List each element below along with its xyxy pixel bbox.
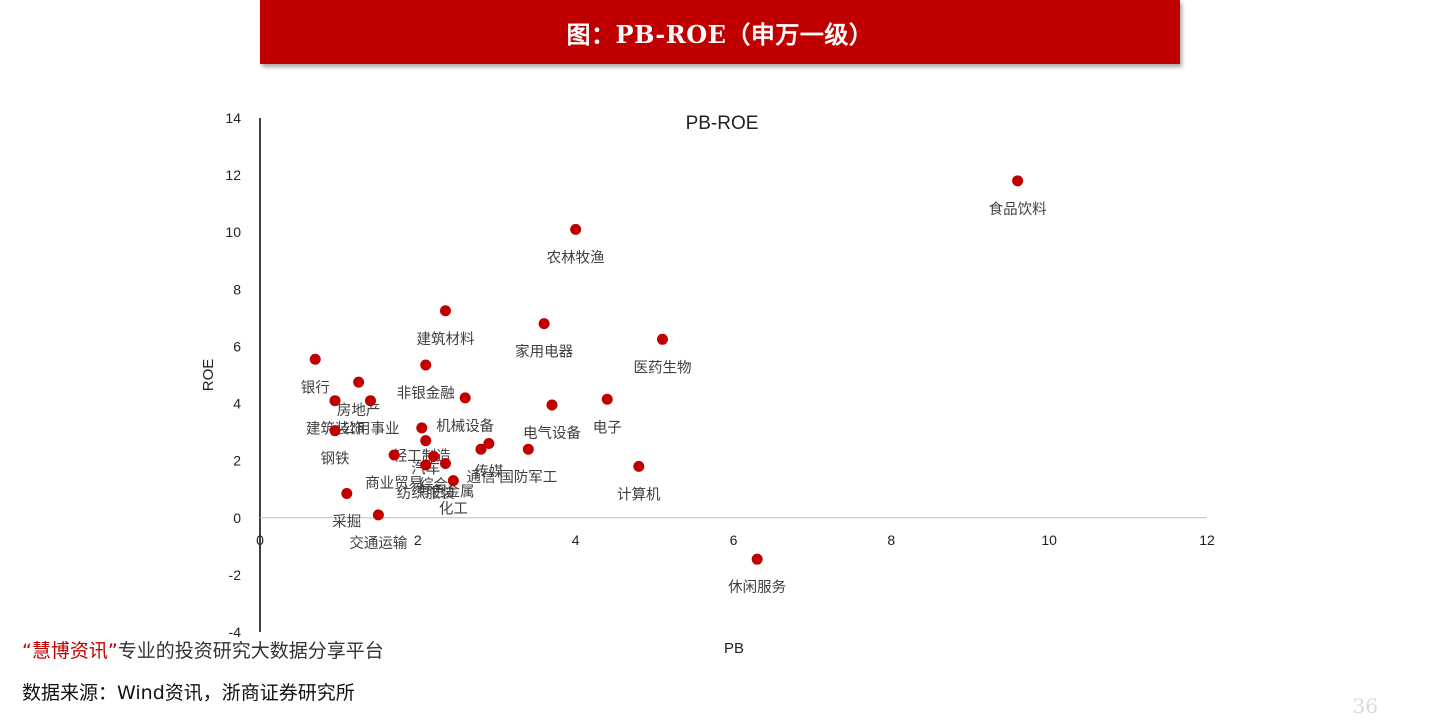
y-tick-label: 14 — [225, 110, 241, 126]
data-point — [439, 458, 451, 470]
y-tick-label: 6 — [233, 338, 241, 354]
data-point — [656, 333, 668, 345]
data-point — [329, 425, 341, 437]
data-label: 综合 — [419, 476, 448, 493]
data-label: 公用事业 — [341, 421, 399, 438]
data-point — [439, 305, 451, 317]
data-point — [420, 435, 432, 447]
data-label: 非银金融 — [397, 385, 455, 402]
y-tick-label: 8 — [233, 281, 241, 297]
x-tick-label: 10 — [1041, 532, 1057, 548]
data-label: 化工 — [439, 501, 468, 518]
data-point — [447, 475, 459, 487]
data-label: 房地产 — [337, 402, 381, 419]
data-label: 钢铁 — [320, 451, 349, 468]
data-label: 采掘 — [332, 514, 361, 531]
data-label: 电子 — [593, 419, 622, 436]
title-banner: 图：PB-ROE（申万一级） — [260, 0, 1180, 64]
data-label: 食品饮料 — [989, 201, 1047, 218]
watermark-quote-open: “ — [22, 640, 32, 662]
data-point — [420, 359, 432, 371]
x-tick-label: 4 — [572, 532, 580, 548]
x-axis-label: PB — [724, 640, 744, 657]
data-point — [364, 395, 376, 407]
data-label: 纺织服装 — [397, 485, 455, 502]
data-point — [309, 353, 321, 365]
data-label: 机械设备 — [436, 418, 494, 435]
data-label: 计算机 — [617, 486, 661, 503]
watermark-brand: 慧博资讯 — [31, 640, 108, 662]
data-points: 食品饮料农林牧渔建筑材料家用电器医药生物银行非银金融房地产公用事业建筑装饰机械设… — [301, 175, 1047, 596]
data-label: 农林牧渔 — [547, 249, 605, 266]
data-point — [428, 450, 440, 462]
data-source: 数据来源：Wind资讯，浙商证券研究所 — [22, 682, 355, 704]
data-point — [372, 509, 384, 521]
data-label: 家用电器 — [515, 344, 573, 361]
data-point — [522, 443, 534, 455]
data-point — [570, 223, 582, 235]
data-point — [475, 443, 487, 455]
data-point — [633, 460, 645, 472]
data-point — [341, 488, 353, 500]
y-tick-label: 0 — [233, 510, 241, 526]
watermark: “慧博资讯”专业的投资研究大数据分享平台 — [22, 636, 384, 663]
page-number: 36 — [1352, 694, 1378, 718]
axes: -4 -2 0 2 4 6 8 10 12 14 0 2 4 6 8 10 12 — [225, 110, 1215, 640]
data-label: 交通运输 — [349, 534, 407, 552]
data-label: 传媒 — [474, 464, 503, 481]
data-label: 有色金属 — [416, 484, 474, 501]
data-point — [1012, 175, 1024, 187]
watermark-tagline: 专业的投资研究大数据分享平台 — [117, 640, 384, 662]
x-tick-label: 0 — [256, 532, 264, 548]
data-point — [329, 395, 341, 407]
data-label: 通信 — [466, 469, 495, 486]
data-label: 医药生物 — [633, 359, 691, 376]
data-label: 建筑材料 — [416, 331, 474, 348]
data-point — [416, 422, 428, 434]
data-point — [538, 318, 550, 330]
y-tick-label: 10 — [225, 224, 241, 240]
data-label: 国防军工 — [499, 469, 557, 486]
x-tick-label: 8 — [887, 532, 895, 548]
data-point — [420, 459, 432, 471]
data-label: 商业贸易 — [365, 475, 423, 492]
x-tick-label: 2 — [414, 532, 422, 548]
data-label: 电气设备 — [523, 425, 581, 442]
x-tick-label: 6 — [730, 532, 738, 548]
y-tick-label: 2 — [233, 453, 241, 469]
y-tick-label: -2 — [229, 567, 242, 583]
watermark-quote-close: ” — [107, 640, 118, 662]
y-axis-label: ROE — [200, 359, 217, 392]
data-label: 休闲服务 — [728, 579, 786, 596]
y-tick-label: -4 — [229, 624, 242, 640]
data-point — [751, 553, 763, 565]
data-point — [388, 449, 400, 461]
data-point — [483, 438, 495, 450]
data-point — [546, 399, 558, 411]
data-point — [601, 393, 613, 405]
x-tick-label: 12 — [1199, 532, 1215, 548]
y-tick-label: 12 — [225, 167, 241, 183]
data-point — [353, 376, 365, 388]
y-tick-label: 4 — [233, 396, 241, 412]
data-label: 银行 — [301, 379, 330, 396]
page-title: 图：PB-ROE（申万一级） — [566, 19, 874, 49]
data-point — [459, 392, 471, 404]
chart-title: PB-ROE — [686, 113, 759, 134]
